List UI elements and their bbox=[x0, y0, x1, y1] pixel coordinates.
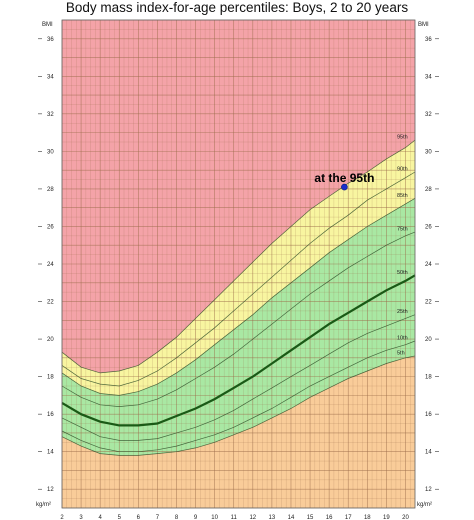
y-tick-label-left: 24 bbox=[47, 262, 54, 268]
y-tick-label-right: 16 bbox=[425, 412, 432, 418]
x-tick-label: 3 bbox=[79, 515, 83, 520]
data-point-marker bbox=[341, 183, 348, 191]
y-tick-label-left: 28 bbox=[47, 187, 54, 193]
unit-label-right: kg/m² bbox=[417, 502, 432, 508]
x-tick-label: 10 bbox=[211, 515, 218, 520]
chart-title: Body mass index-for-age percentiles: Boy… bbox=[65, 0, 409, 15]
y-tick-label-right: 30 bbox=[425, 149, 432, 155]
plot-frame bbox=[61, 19, 416, 509]
percentile-curve-5th bbox=[61, 355, 416, 456]
grid-lines bbox=[61, 19, 416, 509]
x-tick-label: 2 bbox=[60, 515, 64, 520]
data-point-label: at the 95th bbox=[314, 171, 374, 185]
y-tick-label-left: 34 bbox=[47, 74, 54, 80]
x-tick-label: 14 bbox=[288, 515, 295, 520]
percentile-curve-25th bbox=[61, 314, 416, 441]
overweight-zone bbox=[62, 140, 415, 396]
y-tick-label-right: 22 bbox=[425, 300, 432, 306]
y-tick-label-left: 26 bbox=[47, 224, 54, 230]
percentile-curve-90th bbox=[61, 171, 416, 387]
percentile-curve-10th bbox=[61, 340, 416, 453]
y-tick-label-left: 18 bbox=[47, 375, 54, 381]
y-axis-label-left: BMI bbox=[42, 22, 53, 28]
percentile-curve-95th bbox=[61, 139, 416, 374]
y-tick-label-right: 18 bbox=[425, 375, 432, 381]
y-tick-label-right: 12 bbox=[425, 487, 432, 493]
percentile-curves bbox=[61, 139, 416, 456]
percentile-label-95th: 95th bbox=[397, 135, 408, 141]
percentile-label-5th: 5th bbox=[397, 350, 405, 356]
y-tick-label-right: 24 bbox=[425, 262, 432, 268]
x-tick-label: 17 bbox=[345, 515, 352, 520]
percentile-label-75th: 75th bbox=[397, 227, 408, 233]
x-tick-label: 16 bbox=[326, 515, 333, 520]
y-tick-label-left: 36 bbox=[47, 37, 54, 43]
x-tick-label: 12 bbox=[249, 515, 256, 520]
percentile-label-90th: 90th bbox=[397, 167, 408, 173]
underweight-zone bbox=[62, 356, 415, 508]
percentile-curve-75th bbox=[61, 231, 416, 407]
y-tick-label-left: 32 bbox=[47, 112, 54, 118]
x-tick-label: 5 bbox=[118, 515, 122, 520]
x-tick-label: 15 bbox=[307, 515, 314, 520]
x-tick-label: 7 bbox=[156, 515, 160, 520]
data-points: at the 95th bbox=[314, 171, 374, 191]
percentile-labels: 5th 10th 25th 50th 75th 85th 90th 95th bbox=[397, 135, 408, 357]
y-tick-label-right: 36 bbox=[425, 37, 432, 43]
y-tick-label-left: 22 bbox=[47, 300, 54, 306]
x-tick-label: 19 bbox=[383, 515, 390, 520]
y-tick-label-right: 34 bbox=[425, 74, 432, 80]
y-tick-label-right: 32 bbox=[425, 112, 432, 118]
x-tick-label: 4 bbox=[98, 515, 102, 520]
x-tick-label: 18 bbox=[364, 515, 371, 520]
y-tick-label-left: 14 bbox=[47, 450, 54, 456]
x-tick-label: 11 bbox=[231, 515, 238, 520]
bmi-percentile-chart: 5th 10th 25th 50th 75th 85th 90th 95th 12 12 14 14… bbox=[36, 19, 439, 520]
percentile-curve-50th bbox=[61, 274, 416, 427]
percentile-label-50th: 50th bbox=[397, 270, 408, 276]
y-tick-label-left: 12 bbox=[47, 487, 54, 493]
y-tick-label-right: 26 bbox=[425, 224, 432, 230]
x-tick-label: 20 bbox=[402, 515, 409, 520]
percentile-label-85th: 85th bbox=[397, 193, 408, 199]
percentile-label-25th: 25th bbox=[397, 309, 408, 315]
x-tick-label: 13 bbox=[269, 515, 276, 520]
y-tick-label-right: 28 bbox=[425, 187, 432, 193]
x-tick-label: 6 bbox=[137, 515, 141, 520]
percentile-curve-85th bbox=[61, 197, 416, 396]
y-tick-label-left: 20 bbox=[47, 337, 54, 343]
y-tick-label-right: 14 bbox=[425, 450, 432, 456]
unit-label-left: kg/m² bbox=[36, 502, 51, 508]
y-tick-label-left: 16 bbox=[47, 412, 54, 418]
percentile-label-10th: 10th bbox=[397, 335, 408, 341]
y-tick-label-right: 20 bbox=[425, 337, 432, 343]
y-tick-label-left: 30 bbox=[47, 149, 54, 155]
y-axis-label-right: BMI bbox=[418, 22, 429, 28]
x-tick-label: 8 bbox=[175, 515, 179, 520]
x-tick-label: 9 bbox=[194, 515, 198, 520]
